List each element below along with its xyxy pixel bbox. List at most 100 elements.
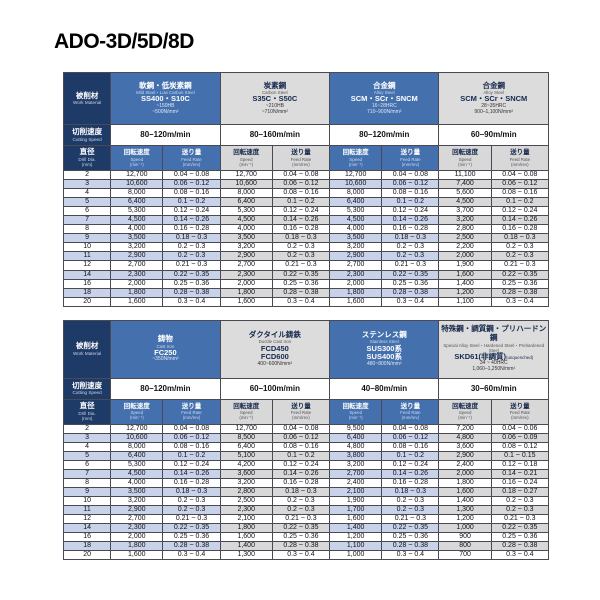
speed-cell: 2,200 — [438, 242, 492, 253]
feed-column-header: 送り量 Feed Rate (mm/rev) — [271, 398, 331, 425]
speed-cell: 4,000 — [219, 224, 273, 235]
feed-cell: 0.04 ~ 0.06 — [490, 423, 550, 434]
table-row: 9 3,500 0.18 ~ 0.3 3,500 0.18 ~ 0.3 3,500 0.18… — [62, 233, 550, 244]
speed-cell: 7,200 — [438, 423, 492, 434]
feed-cell: 0.08 ~ 0.16 — [381, 188, 440, 199]
speed-cell: 1,400 — [329, 523, 383, 534]
feed-cell: 0.14 ~ 0.26 — [162, 215, 221, 226]
speed-cell: 5,300 — [219, 206, 273, 217]
speed-cell: 700 — [438, 550, 492, 561]
feed-cell: 0.25 ~ 0.36 — [490, 278, 550, 289]
speed-cell: 1,800 — [329, 287, 383, 298]
speed-cell: 1,900 — [329, 496, 383, 507]
speed-cell: 1,600 — [219, 532, 273, 543]
speed-cell: 3,200 — [219, 242, 273, 253]
speed-cell: 3,800 — [329, 450, 383, 461]
material-header-cell: 特殊鋼・調質鋼・プリハードン鋼 Special Alloy Steel・Harde… — [438, 319, 549, 379]
speed-cell: 1,800 — [219, 287, 273, 298]
table-row: 14 2,300 0.22 ~ 0.35 2,300 0.22 ~ 0.35 2,300 0… — [62, 269, 550, 280]
feed-cell: 0.1 ~ 0.2 — [381, 450, 440, 461]
feed-cell: 0.06 ~ 0.12 — [490, 179, 550, 190]
speed-cell: 2,700 — [329, 260, 383, 271]
speed-cell: 2,300 — [110, 523, 164, 534]
feed-cell: 0.08 ~ 0.16 — [162, 441, 221, 452]
speed-cell: 6,400 — [329, 197, 383, 208]
drill-dia-label: 直径 Drill Dia. (mm) — [62, 398, 112, 425]
feed-cell: 0.2 ~ 0.3 — [490, 251, 550, 262]
table-row: 8 4,000 0.16 ~ 0.28 3,200 0.16 ~ 0.28 2,400 0.… — [62, 477, 550, 489]
feed-cell: 0.1 ~ 0.2 — [381, 197, 440, 208]
speed-cell: 12,700 — [110, 169, 164, 181]
speed-cell: 2,500 — [438, 233, 492, 244]
feed-cell: 0.3 ~ 0.4 — [381, 550, 440, 561]
speed-cell: 1,600 — [329, 514, 383, 525]
feed-cell: 0.16 ~ 0.28 — [162, 224, 221, 235]
cutting-conditions-table-castiron-stainless: 被削材 Work Material 鋳物 Cast Iron FC250 ~350N/mm… — [62, 319, 550, 561]
speed-cell: 5,300 — [110, 206, 164, 217]
speed-cell: 4,500 — [219, 215, 273, 226]
feed-cell: 0.28 ~ 0.38 — [162, 541, 221, 552]
feed-cell: 0.16 ~ 0.28 — [381, 477, 440, 489]
feed-column-header: 送り量 Feed Rate (mm/rev) — [490, 398, 550, 425]
speed-cell: 11,100 — [438, 169, 492, 181]
speed-cell: 1,100 — [329, 541, 383, 552]
feed-cell: 0.04 ~ 0.08 — [381, 423, 440, 434]
feed-cell: 0.06 ~ 0.12 — [162, 179, 221, 190]
speed-cell: 1,000 — [438, 523, 492, 534]
speed-cell: 2,000 — [110, 278, 164, 289]
feed-cell: 0.21 ~ 0.3 — [381, 514, 440, 525]
feed-cell: 0.3 ~ 0.4 — [162, 296, 221, 307]
speed-cell: 4,000 — [110, 224, 164, 235]
feed-cell: 0.2 ~ 0.3 — [162, 251, 221, 262]
material-header-cell: 炭素鋼 Carbon Steel S35C・S50C ~210HB ~710N/mm² — [219, 72, 331, 125]
speed-cell: 8,000 — [110, 188, 164, 199]
feed-cell: 0.2 ~ 0.3 — [381, 242, 440, 253]
feed-cell: 0.14 ~ 0.26 — [381, 468, 440, 479]
feed-cell: 0.28 ~ 0.38 — [271, 287, 331, 298]
speed-cell: 4,000 — [329, 224, 383, 235]
speed-cell: 6,400 — [219, 197, 273, 208]
cutting-conditions-table-steels: 被削材 Work Material 軟鋼・低炭素鋼 Mild Steel・Low Ca… — [62, 72, 550, 307]
feed-cell: 0.18 ~ 0.3 — [162, 487, 221, 498]
speed-cell: 2,800 — [438, 224, 492, 235]
speed-cell: 10,600 — [219, 179, 273, 190]
speed-cell: 5,100 — [219, 450, 273, 461]
speed-cell: 6,400 — [110, 450, 164, 461]
speed-cell: 1,600 — [219, 296, 273, 307]
feed-cell: 0.25 ~ 0.36 — [271, 532, 331, 543]
feed-cell: 0.25 ~ 0.36 — [162, 532, 221, 543]
dia-cell: 9 — [62, 233, 112, 244]
feed-cell: 0.04 ~ 0.08 — [162, 423, 221, 434]
feed-cell: 0.08 ~ 0.16 — [162, 188, 221, 199]
speed-column-header: 回転速度 Speed (min⁻¹) — [329, 398, 383, 425]
feed-cell: 0.2 ~ 0.3 — [490, 242, 550, 253]
feed-cell: 0.14 ~ 0.21 — [490, 468, 550, 479]
cutting-speed-label: 切削速度 Cutting Speed — [62, 377, 112, 400]
feed-cell: 0.12 ~ 0.24 — [381, 459, 440, 470]
speed-cell: 8,500 — [219, 432, 273, 443]
speed-cell: 2,300 — [219, 269, 273, 280]
speed-cell: 2,900 — [110, 505, 164, 516]
speed-cell: 4,500 — [329, 215, 383, 226]
speed-cell: 2,400 — [438, 459, 492, 470]
feed-cell: 0.1 ~ 0.2 — [271, 450, 331, 461]
speed-cell: 2,900 — [110, 251, 164, 262]
dia-cell: 11 — [62, 505, 112, 516]
speed-cell: 12,700 — [219, 169, 273, 181]
speed-cell: 10,600 — [110, 179, 164, 190]
speed-column-header: 回転速度 Speed (min⁻¹) — [110, 398, 164, 425]
feed-cell: 0.21 ~ 0.3 — [271, 260, 331, 271]
speed-cell: 2,900 — [329, 251, 383, 262]
feed-column-header: 送り量 Feed Rate (mm/rev) — [271, 145, 331, 171]
feed-cell: 0.2 ~ 0.3 — [381, 496, 440, 507]
feed-cell: 0.12 ~ 0.24 — [490, 206, 550, 217]
feed-cell: 0.2 ~ 0.3 — [271, 496, 331, 507]
feed-cell: 0.06 ~ 0.12 — [381, 179, 440, 190]
feed-cell: 0.28 ~ 0.38 — [381, 541, 440, 552]
dia-cell: 12 — [62, 260, 112, 271]
table-row: 5 6,400 0.1 ~ 0.2 6,400 0.1 ~ 0.2 6,400 0.1 ~ … — [62, 197, 550, 208]
speed-cell: 2,100 — [219, 514, 273, 525]
feed-cell: 0.2 ~ 0.3 — [271, 251, 331, 262]
dia-cell: 18 — [62, 287, 112, 298]
feed-cell: 0.04 ~ 0.08 — [271, 169, 331, 181]
